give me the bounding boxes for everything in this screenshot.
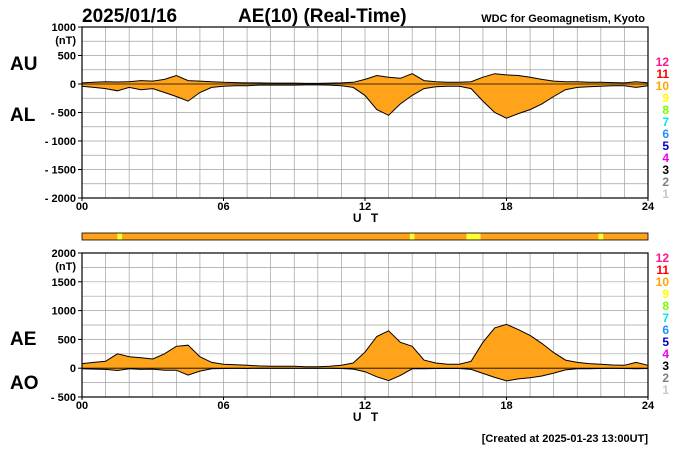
series-label-al: AL bbox=[10, 105, 36, 126]
y-tick-label: 1000 bbox=[52, 306, 76, 318]
x-axis-label: U T bbox=[353, 410, 381, 424]
x-tick-label: 18 bbox=[500, 400, 512, 412]
y-tick-label: - 500 bbox=[51, 392, 76, 404]
legend-item: 8 bbox=[662, 299, 669, 313]
legend-item: 5 bbox=[662, 335, 669, 349]
series-label-ao: AO bbox=[10, 373, 39, 394]
x-tick-label: 12 bbox=[359, 201, 371, 213]
y-tick-label: 1000 bbox=[52, 22, 76, 34]
legend-item: 1 bbox=[662, 187, 669, 201]
created-timestamp: [Created at 2025-01-23 13:00UT] bbox=[482, 433, 649, 445]
lower-panel: 2000 1500 1000 500 0 - 500 (nT) 00 06 12 18 24 U T AE… bbox=[10, 248, 655, 424]
series-line-au bbox=[81, 73, 649, 84]
legend-item: 7 bbox=[662, 311, 669, 325]
legend-item: 12 bbox=[656, 55, 670, 69]
series-label-au: AU bbox=[10, 54, 37, 75]
legend-item: 9 bbox=[662, 287, 669, 301]
y-tick-label: - 1500 bbox=[45, 165, 76, 177]
legend-item: 2 bbox=[662, 371, 669, 385]
x-tick-label: 06 bbox=[217, 400, 229, 412]
x-tick-label: 00 bbox=[76, 400, 88, 412]
upper-panel: 1000 500 0 - 500 - 1000 - 1500 - 2000 (nT) 00 06 1… bbox=[10, 22, 655, 225]
legend-item: 8 bbox=[662, 103, 669, 117]
source-label: WDC for Geomagnetism, Kyoto bbox=[481, 13, 645, 25]
legend-item: 12 bbox=[656, 251, 670, 265]
legend-item: 4 bbox=[662, 151, 669, 165]
legend-item: 4 bbox=[662, 347, 669, 361]
y-tick-label: 500 bbox=[58, 334, 76, 346]
x-tick-label: 12 bbox=[359, 400, 371, 412]
legend-item: 6 bbox=[662, 323, 669, 337]
y-tick-label: - 500 bbox=[51, 108, 76, 120]
legend-item: 7 bbox=[662, 115, 669, 129]
y-tick-label: 500 bbox=[58, 51, 76, 63]
legend-item: 9 bbox=[662, 91, 669, 105]
date-label: 2025/01/16 bbox=[82, 6, 177, 27]
y-tick-label: 0 bbox=[70, 79, 76, 91]
series-line-al bbox=[81, 84, 649, 119]
legend-item: 10 bbox=[656, 79, 670, 93]
y-tick-label: 0 bbox=[70, 363, 76, 375]
chart-title: AE(10) (Real-Time) bbox=[238, 6, 407, 27]
x-tick-label: 18 bbox=[500, 201, 512, 213]
legend-item: 5 bbox=[662, 139, 669, 153]
station-bar-base bbox=[81, 232, 649, 241]
x-tick-label: 24 bbox=[642, 400, 655, 412]
y-unit-label: (nT) bbox=[55, 35, 76, 47]
x-tick-label: 06 bbox=[217, 201, 229, 213]
y-tick-label: - 2000 bbox=[45, 193, 76, 205]
area-fill-au-al bbox=[82, 73, 648, 119]
station-count-bar bbox=[81, 232, 649, 241]
legend-item: 3 bbox=[662, 359, 669, 373]
legend-item: 11 bbox=[656, 263, 669, 277]
legend-item: 6 bbox=[662, 127, 669, 141]
legend-item: 2 bbox=[662, 175, 669, 189]
series-line-ae bbox=[81, 323, 649, 368]
series-line-ao bbox=[81, 367, 649, 382]
legend-item: 10 bbox=[656, 275, 670, 289]
station-bar-segment bbox=[466, 233, 481, 240]
y-tick-label: - 1000 bbox=[45, 136, 76, 148]
y-tick-label: 2000 bbox=[52, 248, 76, 260]
legend-item: 1 bbox=[662, 383, 669, 397]
station-bar-segment bbox=[598, 233, 604, 240]
series-label-ae: AE bbox=[10, 329, 36, 350]
x-axis-label: U T bbox=[353, 211, 381, 225]
y-unit-label: (nT) bbox=[55, 261, 76, 273]
y-tick-label: 1500 bbox=[52, 277, 76, 289]
x-tick-label: 24 bbox=[642, 201, 655, 213]
station-bar-segment bbox=[117, 233, 123, 240]
legend-item: 3 bbox=[662, 163, 669, 177]
station-bar-segment bbox=[409, 233, 415, 240]
x-tick-label: 00 bbox=[76, 201, 88, 213]
legend-item: 11 bbox=[656, 67, 669, 81]
